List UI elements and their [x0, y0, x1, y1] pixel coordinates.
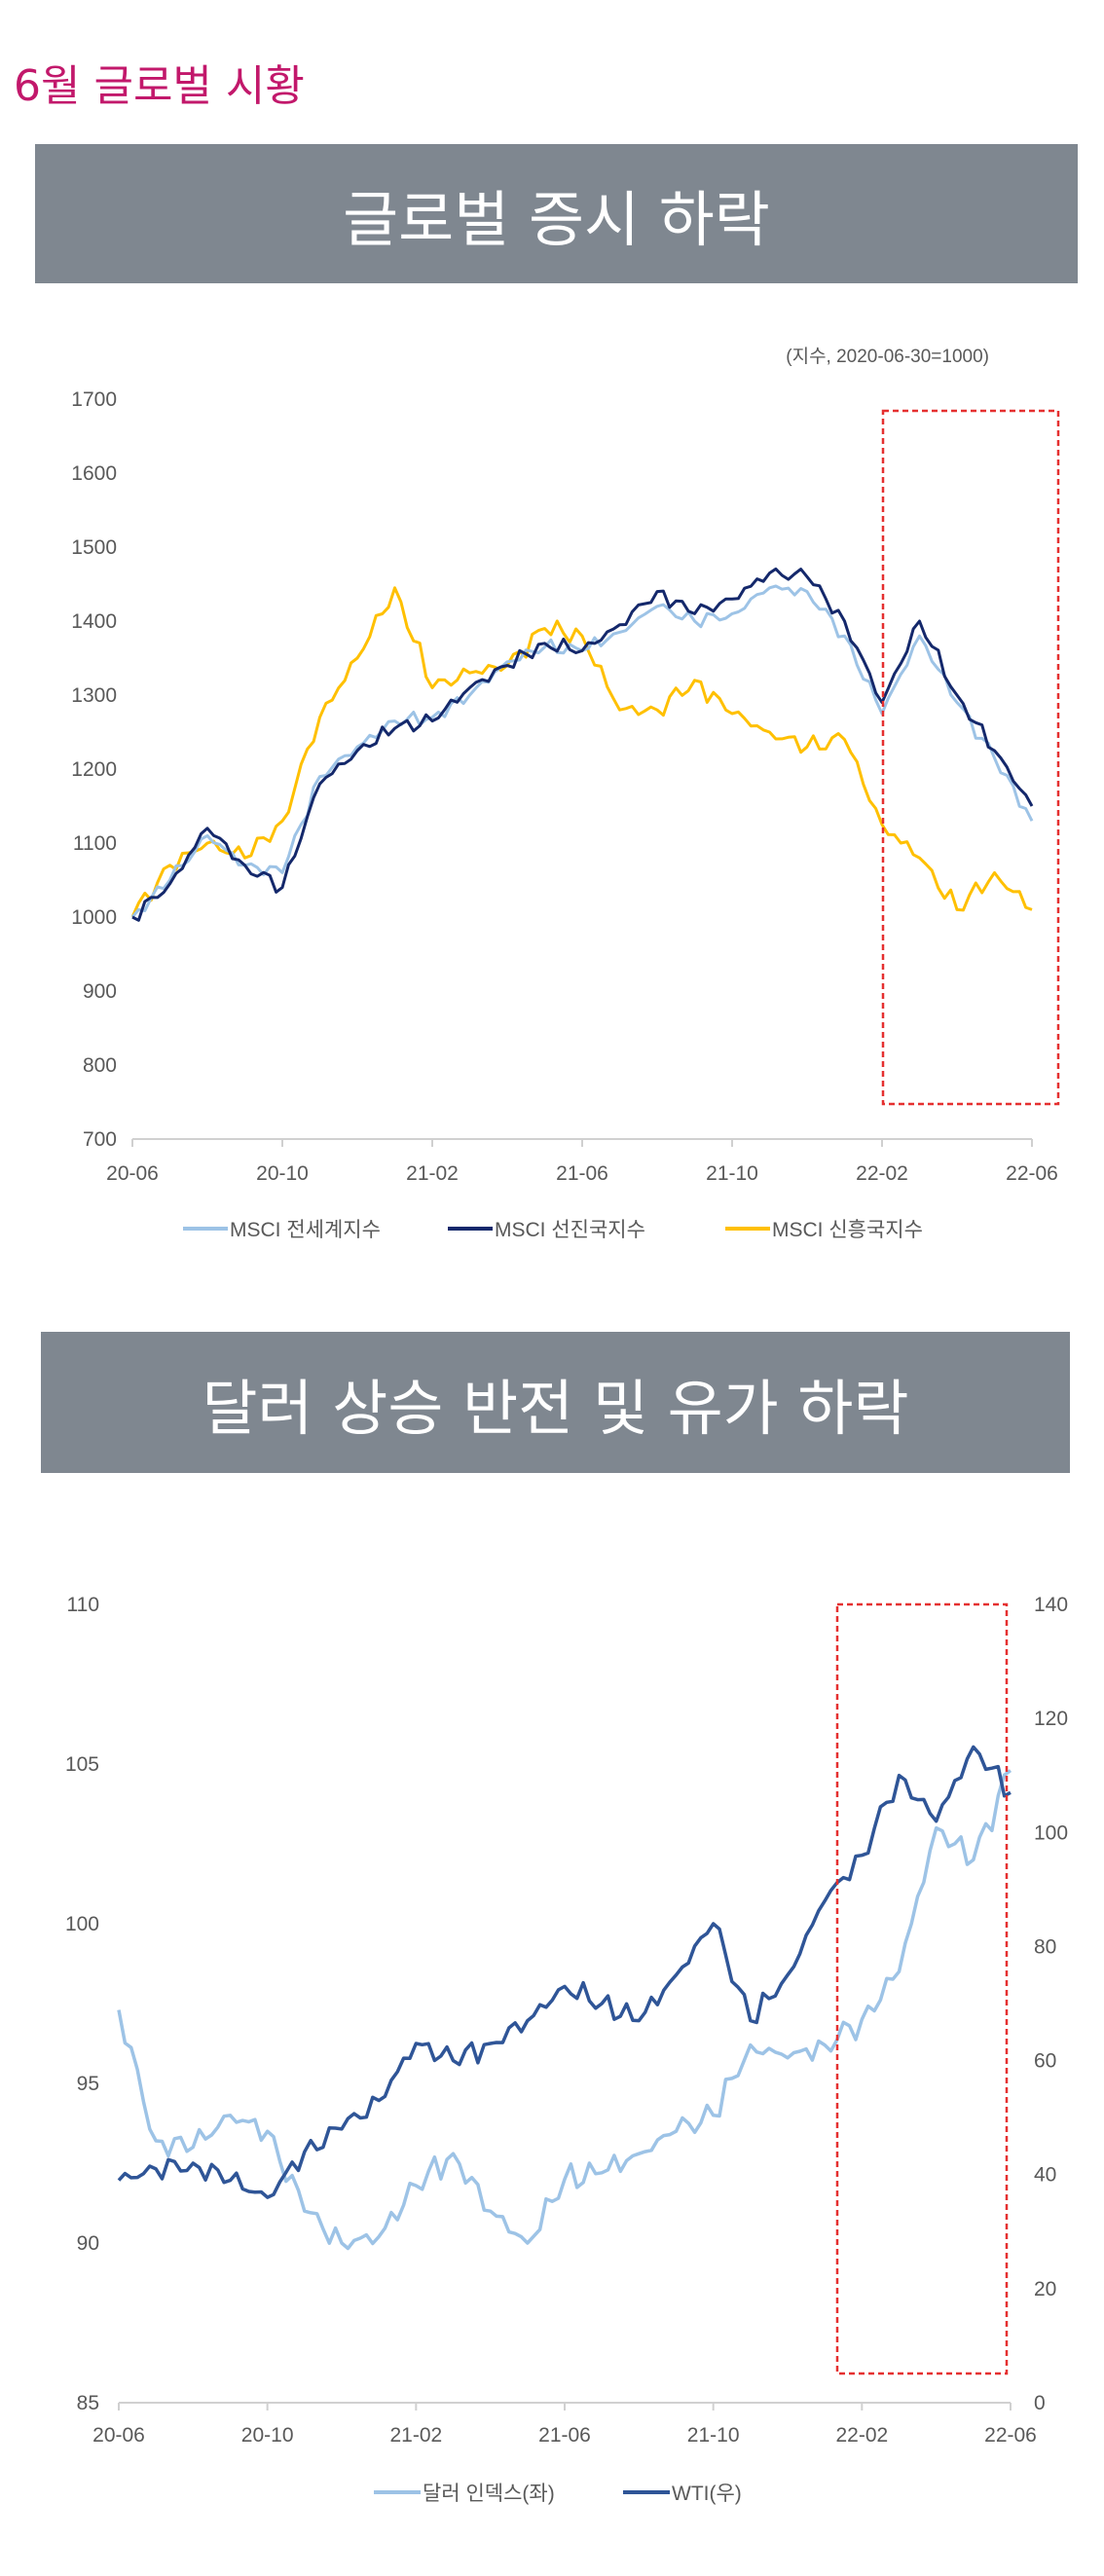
chart1-x-tick-label: 20-06 [106, 1162, 159, 1185]
chart2-series-line-2 [117, 1745, 1012, 2199]
page-heading: 6월 글로벌 시황 [14, 61, 305, 111]
chart1-y-tick-label: 800 [83, 1054, 117, 1077]
chart2-x-tick-label: 20-10 [241, 2424, 294, 2447]
chart2-x-tick-label: 21-02 [389, 2424, 442, 2447]
chart2-y-right-tick-label: 0 [1034, 2392, 1046, 2414]
chart1-legend-label: MSCI 선진국지수 [495, 1219, 645, 1241]
chart2-legend-label: WTI(우) [672, 2483, 742, 2505]
chart2-y-right-tick-label: 140 [1034, 1594, 1068, 1616]
chart2-legend-label: 달러 인덱스(좌) [423, 2483, 555, 2505]
chart1-legend-label: MSCI 전세계지수 [230, 1219, 381, 1241]
chart2-y-left-tick-label: 105 [65, 1753, 99, 1776]
chart2-x-tick-label: 20-06 [92, 2424, 145, 2447]
chart2-y-left-tick-label: 90 [77, 2232, 99, 2255]
chart1-y-tick-label: 1300 [71, 684, 117, 707]
chart2-banner-title: 달러 상승 반전 및 유가 하락 [202, 1372, 909, 1444]
chart1-x-tick-label: 22-02 [856, 1162, 908, 1185]
chart2-y-left-tick-label: 95 [77, 2073, 99, 2095]
chart2-banner: 달러 상승 반전 및 유가 하락 [41, 1332, 1070, 1473]
chart2-y-left-tick-label: 110 [67, 1594, 99, 1616]
chart1-x-tick-label: 20-10 [256, 1162, 309, 1185]
chart1-legend-label: MSCI 신흥국지수 [772, 1219, 923, 1241]
chart2-y-right-tick-label: 60 [1034, 2050, 1056, 2073]
chart1-y-tick-label: 1700 [71, 388, 117, 411]
chart2-x-tick-label: 21-06 [538, 2424, 591, 2447]
chart1-y-tick-label: 700 [83, 1128, 117, 1151]
chart1-highlight-box [881, 409, 1060, 1106]
chart1-x-tick-label: 21-10 [706, 1162, 758, 1185]
chart2-series-line-1 [117, 1769, 1012, 2251]
chart2: 85 90 95 100 105 110 0 20 40 60 80 100 120 140 20-06… [65, 1594, 1068, 2505]
chart1-y-tick-label: 900 [83, 980, 117, 1003]
chart1-y-tick-label: 1200 [71, 758, 117, 781]
chart1-y-tick-label: 1500 [71, 536, 117, 559]
chart2-y-right-tick-label: 120 [1034, 1708, 1068, 1730]
chart1-series-line-3 [130, 586, 1033, 918]
chart1-y-tick-label: 1400 [71, 610, 117, 633]
chart1-x-tick-label: 21-02 [406, 1162, 459, 1185]
chart2-highlight-box [835, 1602, 1009, 2375]
chart1-y-tick-label: 1100 [73, 832, 117, 855]
chart2-y-right-tick-label: 80 [1034, 1935, 1056, 1958]
chart1-y-tick-label: 1600 [71, 462, 117, 485]
chart1-y-tick-label: 1000 [71, 906, 117, 929]
chart2-x-tick-label: 21-10 [687, 2424, 740, 2447]
chart1-note: (지수, 2020-06-30=1000) [786, 346, 989, 367]
chart2-y-left-tick-label: 85 [77, 2392, 99, 2414]
chart2-y-right-tick-label: 100 [1034, 1822, 1068, 1844]
chart2-x-tick-label: 22-06 [984, 2424, 1037, 2447]
chart1: (지수, 2020-06-30=1000) 700 800 900 1000 1100 1… [71, 346, 1060, 1241]
chart1-x-tick-label: 22-06 [1006, 1162, 1058, 1185]
chart1-banner-title: 글로벌 증시 하락 [343, 183, 770, 255]
chart1-x-tick-label: 21-06 [556, 1162, 608, 1185]
chart2-y-right-tick-label: 40 [1034, 2164, 1056, 2187]
chart1-banner: 글로벌 증시 하락 [35, 144, 1078, 283]
chart2-x-tick-label: 22-02 [835, 2424, 888, 2447]
chart2-y-right-tick-label: 20 [1034, 2278, 1056, 2300]
chart2-y-left-tick-label: 100 [65, 1913, 99, 1935]
